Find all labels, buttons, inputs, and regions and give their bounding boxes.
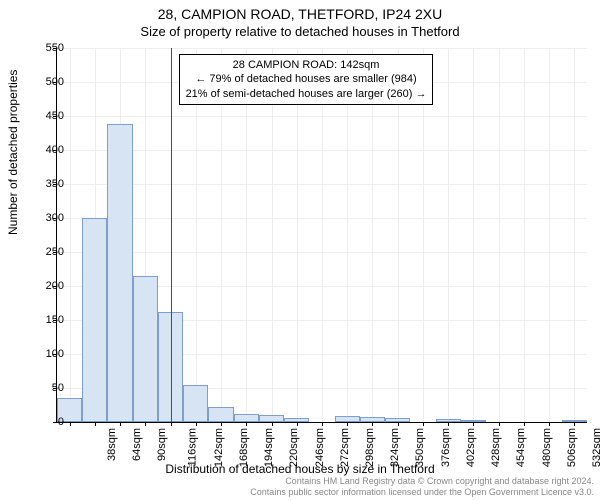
y-tick-label: 100 [24, 348, 64, 360]
y-tick-label: 350 [24, 178, 64, 190]
y-tick-label: 300 [24, 212, 64, 224]
x-tick-label: 38sqm [106, 428, 118, 461]
histogram-bar [208, 407, 233, 422]
histogram-chart: 28 CAMPION ROAD: 142sqm← 79% of detached… [56, 48, 586, 422]
footer-line-1: Contains HM Land Registry data © Crown c… [250, 476, 594, 487]
footer-line-2: Contains public sector information licen… [250, 487, 594, 498]
x-tick-label: 64sqm [131, 428, 143, 461]
reference-line [171, 48, 172, 422]
x-tick-label: 142sqm [213, 428, 225, 467]
x-tick-label: 506sqm [566, 428, 578, 467]
histogram-bar [82, 218, 107, 422]
annotation-line-3: 21% of semi-detached houses are larger (… [186, 87, 427, 101]
x-tick-label: 324sqm [389, 428, 401, 467]
gridline-vertical [549, 48, 550, 422]
y-tick-label: 0 [24, 416, 64, 428]
histogram-bar [107, 124, 132, 422]
annotation-box: 28 CAMPION ROAD: 142sqm← 79% of detached… [179, 54, 434, 105]
y-tick-label: 250 [24, 246, 64, 258]
histogram-bar [335, 416, 360, 422]
gridline-vertical [473, 48, 474, 422]
histogram-bar [436, 419, 461, 422]
x-tick-label: 376sqm [440, 428, 452, 467]
histogram-bar [259, 415, 284, 422]
x-tick-label: 298sqm [364, 428, 376, 467]
y-tick-label: 50 [24, 382, 64, 394]
x-tick-label: 220sqm [288, 428, 300, 467]
x-tick-label: 194sqm [263, 428, 275, 467]
histogram-bar [385, 418, 410, 422]
x-tick-label: 246sqm [314, 428, 326, 467]
y-tick-label: 200 [24, 280, 64, 292]
histogram-bar [360, 417, 385, 422]
x-tick-label: 402sqm [465, 428, 477, 467]
x-tick-label: 480sqm [541, 428, 553, 467]
x-tick-label: 454sqm [516, 428, 528, 467]
histogram-bar [234, 414, 259, 422]
x-tick-label: 116sqm [187, 428, 199, 466]
footer-attribution: Contains HM Land Registry data © Crown c… [250, 476, 594, 498]
x-tick-label: 532sqm [591, 428, 600, 467]
x-tick-label: 168sqm [238, 428, 250, 467]
x-tick-label: 90sqm [156, 428, 168, 461]
y-tick-label: 400 [24, 144, 64, 156]
page-title: 28, CAMPION ROAD, THETFORD, IP24 2XU [0, 0, 600, 22]
annotation-line-1: 28 CAMPION ROAD: 142sqm [186, 58, 427, 72]
gridline-vertical [499, 48, 500, 422]
y-tick-label: 150 [24, 314, 64, 326]
y-tick-label: 500 [24, 76, 64, 88]
x-tick-label: 350sqm [415, 428, 427, 467]
y-tick-label: 550 [24, 42, 64, 54]
gridline-vertical [448, 48, 449, 422]
histogram-bar [133, 276, 158, 422]
histogram-bar [562, 420, 587, 422]
y-axis-label: Number of detached properties [6, 70, 20, 235]
gridline-vertical [574, 48, 575, 422]
annotation-line-2: ← 79% of detached houses are smaller (98… [186, 72, 427, 86]
gridline-vertical [524, 48, 525, 422]
x-tick-label: 272sqm [339, 428, 351, 467]
x-tick-label: 428sqm [490, 428, 502, 467]
gridline-vertical [70, 48, 71, 422]
histogram-bar [461, 420, 486, 422]
histogram-bar [284, 418, 309, 422]
y-tick-label: 450 [24, 110, 64, 122]
histogram-bar [183, 385, 208, 422]
page-subtitle: Size of property relative to detached ho… [0, 22, 600, 39]
